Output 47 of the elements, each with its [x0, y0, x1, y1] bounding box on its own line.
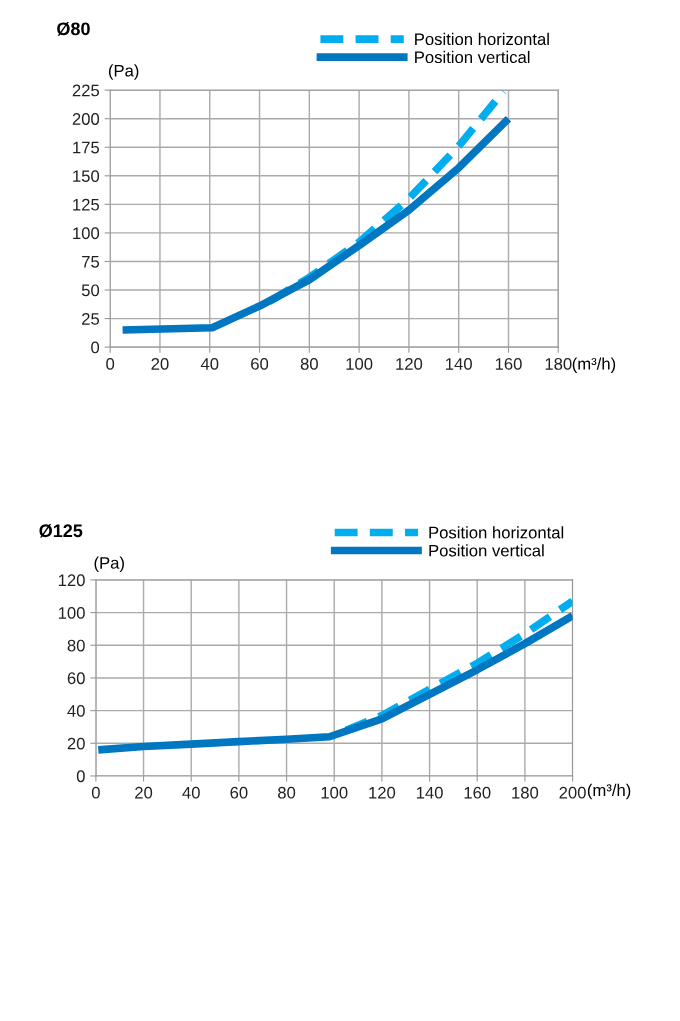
x-tick-label: 60 — [251, 358, 269, 370]
y-axis-title: (Pa) — [94, 556, 124, 573]
y-tick-label: 75 — [82, 256, 100, 268]
chart-title: Ø125 — [39, 523, 83, 538]
y-tick-label: 200 — [72, 113, 100, 125]
x-tick-label: 80 — [300, 358, 318, 370]
y-tick-label: 150 — [73, 170, 100, 183]
x-axis-title: (m³/h) — [587, 783, 631, 800]
y-tick-label: 175 — [73, 141, 100, 154]
x-tick-label: 160 — [464, 786, 491, 799]
legend-label: Position vertical — [415, 50, 530, 64]
legend-label: Position horizontal — [415, 32, 549, 46]
y-tick-label: 20 — [67, 737, 85, 750]
y-tick-label: 120 — [58, 574, 85, 587]
x-tick-label: 120 — [396, 358, 423, 370]
x-tick-label: 100 — [321, 786, 348, 799]
x-tick-label: 60 — [230, 786, 248, 799]
x-tick-label: 40 — [182, 786, 200, 799]
x-tick-label: 20 — [151, 358, 169, 370]
x-tick-label: 20 — [135, 786, 153, 799]
y-axis-title: (Pa) — [108, 64, 139, 80]
y-tick-label: 100 — [58, 607, 85, 619]
y-tick-label: 60 — [67, 672, 85, 685]
legend-label: Position horizontal — [429, 526, 564, 539]
y-tick-label: 40 — [67, 705, 85, 717]
x-tick-label: 80 — [278, 786, 296, 799]
x-tick-label: 0 — [106, 358, 115, 370]
x-tick-label: 180 — [512, 786, 539, 799]
y-tick-label: 125 — [73, 198, 100, 211]
x-tick-label: 100 — [346, 358, 373, 370]
x-tick-label: 40 — [200, 358, 219, 370]
y-tick-label: 80 — [67, 639, 85, 652]
y-tick-label: 100 — [73, 227, 100, 240]
y-tick-label: 25 — [82, 312, 100, 325]
chart-title: Ø80 — [57, 22, 90, 36]
y-tick-label: 0 — [91, 341, 100, 354]
x-tick-label: 160 — [495, 358, 522, 370]
x-tick-label: 140 — [416, 786, 443, 799]
x-tick-label: 200 — [559, 786, 586, 799]
x-axis-title: (m³/h) — [572, 357, 616, 373]
y-tick-label: 0 — [76, 770, 85, 783]
legend-label: Position vertical — [429, 544, 544, 557]
x-tick-label: 180 — [545, 358, 572, 370]
x-tick-label: 140 — [446, 358, 472, 370]
y-tick-label: 225 — [72, 84, 100, 97]
x-tick-label: 120 — [369, 786, 396, 799]
y-tick-label: 50 — [81, 284, 100, 297]
